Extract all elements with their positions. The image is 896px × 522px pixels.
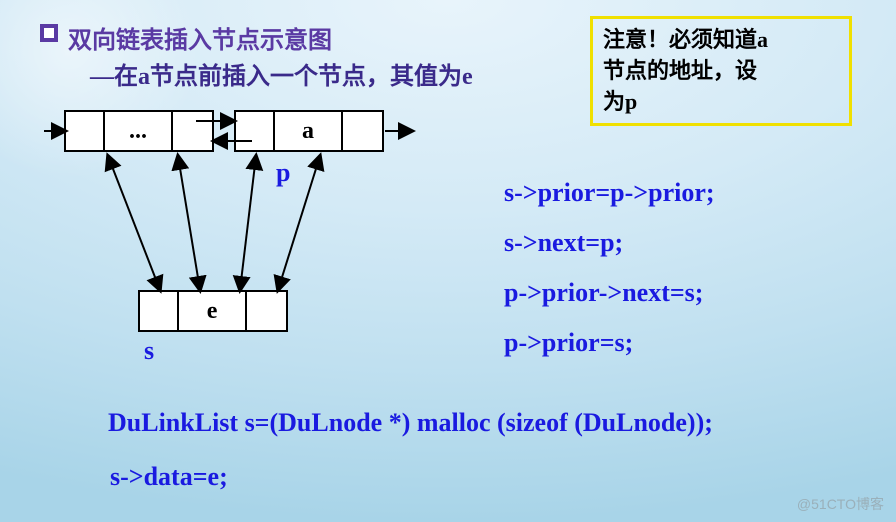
- code-line-4: p->prior=s;: [504, 328, 633, 358]
- code-line-5: DuLinkList s=(DuLnode *) malloc (sizeof …: [108, 408, 713, 438]
- title-main: 双向链表插入节点示意图: [68, 20, 332, 55]
- cell-prev-prior: [66, 112, 105, 150]
- node-prev: ...: [64, 110, 214, 152]
- code-line-2: s->next=p;: [504, 228, 623, 258]
- cell-a-data: a: [275, 112, 343, 150]
- label-s: s: [144, 336, 154, 366]
- code-line-1: s->prior=p->prior;: [504, 178, 715, 208]
- note-line-3: 为p: [603, 87, 839, 118]
- label-p: p: [276, 158, 290, 188]
- node-a: a: [234, 110, 384, 152]
- watermark: @51CTO博客: [797, 494, 884, 514]
- note-line-2: 节点的地址，设: [603, 56, 839, 87]
- code-line-3: p->prior->next=s;: [504, 278, 703, 308]
- note-line-1: 注意！必须知道a: [603, 25, 839, 56]
- cell-e-prior: [140, 292, 179, 330]
- cell-e-data: e: [179, 292, 247, 330]
- cell-e-next: [247, 292, 286, 330]
- cell-a-next: [343, 112, 382, 150]
- node-e: e: [138, 290, 288, 332]
- cell-prev-data: ...: [105, 112, 173, 150]
- slide-content: 双向链表插入节点示意图 —在a节点前插入一个节点，其值为e 注意！必须知道a 节…: [0, 0, 896, 522]
- cell-prev-next: [173, 112, 212, 150]
- bullet-icon: [40, 24, 58, 42]
- code-line-6: s->data=e;: [110, 462, 228, 492]
- title-sub: —在a节点前插入一个节点，其值为e: [90, 56, 473, 91]
- cell-a-prior: [236, 112, 275, 150]
- note-box: 注意！必须知道a 节点的地址，设 为p: [590, 16, 852, 126]
